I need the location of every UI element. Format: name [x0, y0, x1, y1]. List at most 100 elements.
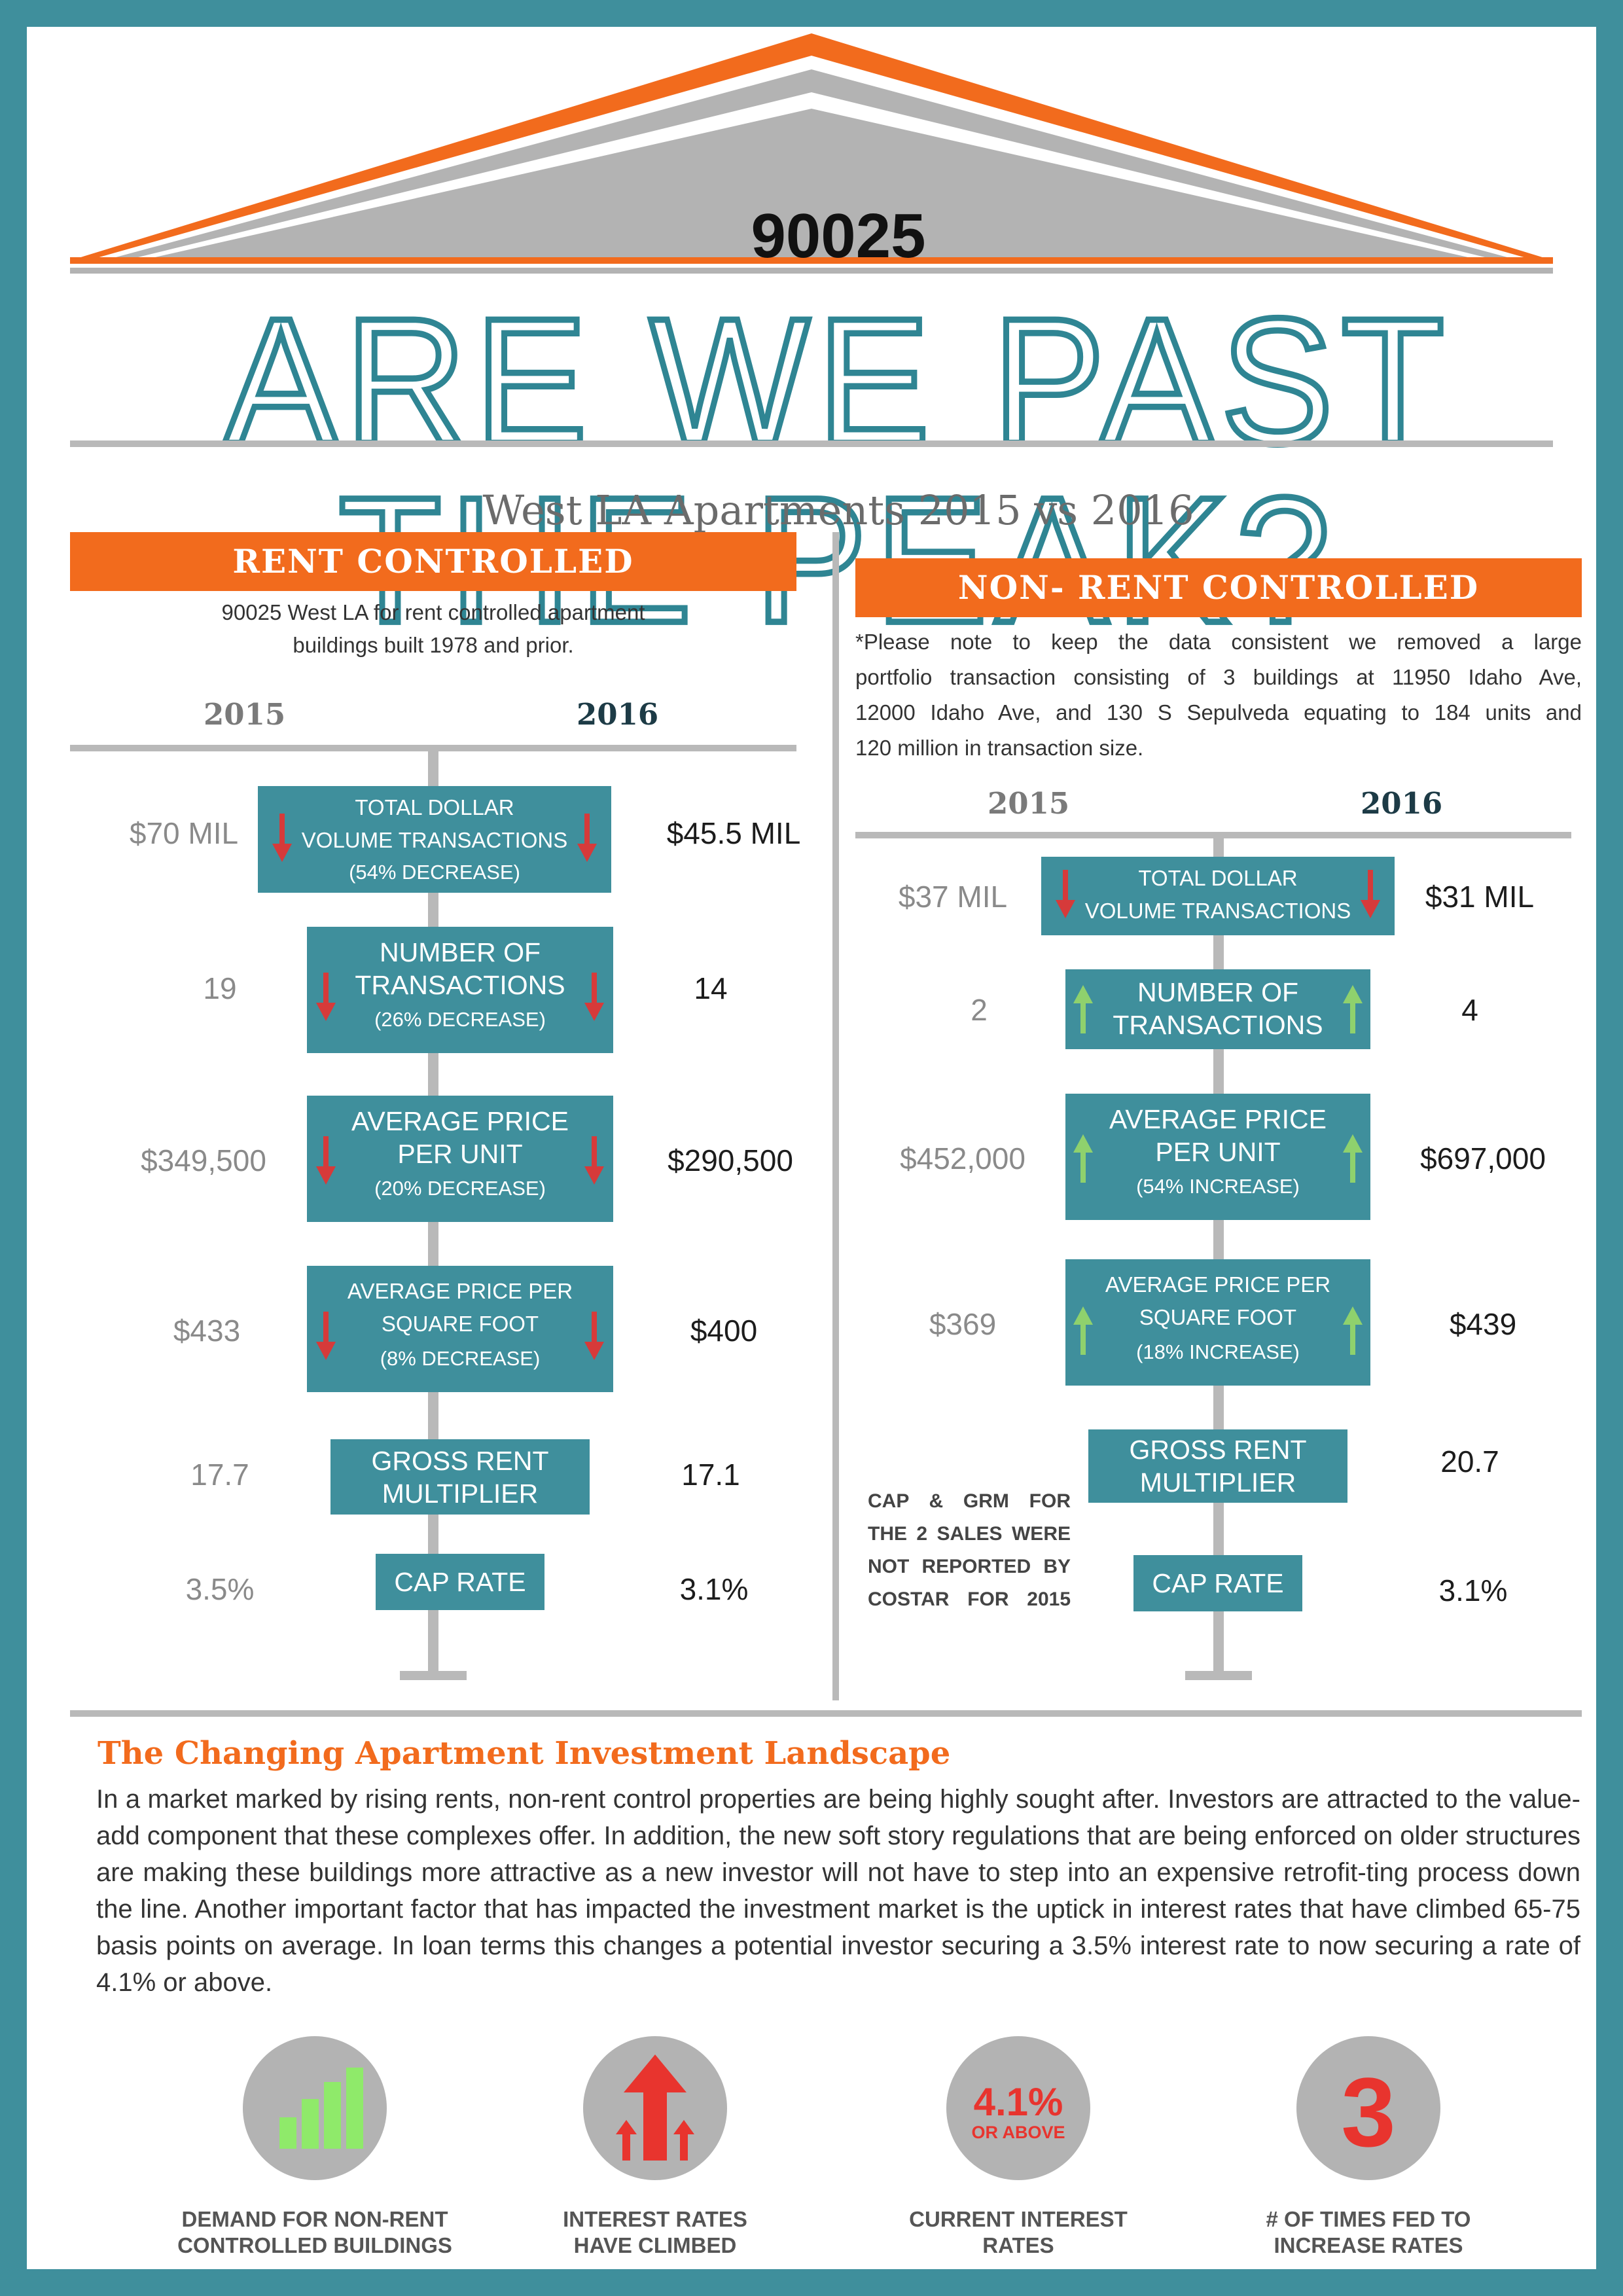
nrc-value-2015: 2 [971, 993, 988, 1027]
down-arrow-icon [584, 973, 604, 1021]
rc-value-2016: $290,500 [668, 1143, 793, 1177]
nrc-year-2016: 2016 [1361, 786, 1443, 821]
rc-value-2015: $349,500 [141, 1143, 266, 1177]
down-arrow-icon [316, 1312, 336, 1360]
icon-caption: CURRENT INTEREST RATES [909, 2207, 1128, 2257]
up-arrow-icon [1073, 1134, 1093, 1183]
box-label-line2: MULTIPLIER [382, 1479, 539, 1509]
nrc-cap-rate-box: CAP RATE [1133, 1555, 1302, 1611]
up-arrow-icon [1073, 1306, 1093, 1355]
column-divider [832, 532, 839, 1700]
box-label-line1: NUMBER OF [1137, 977, 1298, 1007]
nrc-year-2015: 2015 [988, 786, 1070, 821]
rc-value-2015: $70 MIL [129, 816, 239, 850]
box-label-line2: SQUARE FOOT [381, 1312, 539, 1336]
box-label-line2: PER UNIT [397, 1139, 523, 1169]
nrc-value-2016: $439 [1449, 1307, 1517, 1341]
icon-caption: INTEREST RATES HAVE CLIMBED [563, 2207, 747, 2257]
number-icon: 3 [1296, 2036, 1440, 2180]
up-arrow-icon [1343, 985, 1363, 1033]
rc-value-2015: 17.7 [190, 1458, 249, 1492]
rent-controlled-banner: RENT CONTROLLED [70, 532, 796, 591]
portfolio-note: *Please note to keep the data consistent… [855, 630, 1582, 760]
nrc-number-of-transactions-box: NUMBER OF TRANSACTIONS [1065, 969, 1370, 1049]
rc-cap-rate-box: CAP RATE [376, 1554, 544, 1610]
bar-chart-glyph [279, 2068, 363, 2149]
box-label-line2: MULTIPLIER [1139, 1467, 1296, 1498]
nrc-stem-foot [1185, 1671, 1252, 1680]
section-divider [70, 1710, 1582, 1717]
rate-small: OR ABOVE [971, 2123, 1065, 2142]
icon-caption: # OF TIMES FED TO INCREASE RATES [1266, 2207, 1471, 2257]
nrc-average-price-per-unit-box: AVERAGE PRICE PER UNIT (54% INCREASE) [1065, 1094, 1370, 1220]
rc-total-dollar-volume-box: TOTAL DOLLAR VOLUME TRANSACTIONS (54% DE… [258, 786, 611, 893]
up-arrow-icon [1073, 985, 1093, 1033]
rate-big: 4.1% [973, 2080, 1063, 2124]
box-percent-note: (20% DECREASE) [374, 1177, 546, 1200]
down-arrow-icon [1361, 870, 1380, 918]
rc-value-2016: 17.1 [681, 1458, 740, 1492]
rc-average-price-per-unit-box: AVERAGE PRICE PER UNIT (20% DECREASE) [307, 1096, 613, 1222]
down-arrow-icon [584, 1312, 604, 1360]
box-label-line2: PER UNIT [1155, 1137, 1281, 1167]
landscape-body: In a market marked by rising rents, non-… [96, 1785, 1580, 1997]
box-percent-note: (54% DECREASE) [349, 861, 520, 884]
nrc-value-2016: 3.1% [1438, 1573, 1508, 1607]
down-arrow-icon [272, 814, 292, 862]
rent-controlled-intro: 90025 West LA for rent controlled apartm… [221, 600, 645, 657]
rc-value-2016: $45.5 MIL [666, 816, 801, 850]
nrc-total-dollar-volume-box: TOTAL DOLLAR VOLUME TRANSACTIONS [1041, 857, 1395, 935]
rc-number-of-transactions-box: NUMBER OF TRANSACTIONS (26% DECREASE) [307, 927, 613, 1053]
box-label-line2: TRANSACTIONS [355, 970, 565, 1000]
fed-count: 3 [1341, 2057, 1396, 2167]
box-label-line1: TOTAL DOLLAR [1138, 866, 1298, 890]
nrc-average-price-per-sqft-box: AVERAGE PRICE PER SQUARE FOOT (18% INCRE… [1065, 1259, 1370, 1386]
down-arrow-icon [584, 1136, 604, 1185]
box-percent-note: (26% DECREASE) [374, 1008, 546, 1031]
box-label-line2: SQUARE FOOT [1139, 1305, 1297, 1329]
box-percent-note: (8% DECREASE) [380, 1347, 541, 1370]
costar-note: CAP & GRM FOR THE 2 SALES WERE NOT REPOR… [868, 1490, 1071, 1610]
down-arrow-icon [1056, 870, 1075, 918]
rc-average-price-per-sqft-box: AVERAGE PRICE PER SQUARE FOOT (8% DECREA… [307, 1266, 613, 1392]
section-title: The Changing Apartment Investment Landsc… [98, 1735, 951, 1772]
box-label-line2: TRANSACTIONS [1113, 1010, 1323, 1040]
box-label-line1: GROSS RENT [1129, 1435, 1307, 1465]
rc-value-2015: 19 [203, 971, 237, 1005]
box-label-line1: AVERAGE PRICE PER [1105, 1272, 1331, 1297]
box-label-line1: CAP RATE [1152, 1568, 1284, 1598]
box-label-line1: GROSS RENT [371, 1446, 549, 1476]
nrc-value-2016: $31 MIL [1425, 880, 1535, 914]
nrc-value-2016: $697,000 [1420, 1141, 1546, 1175]
rc-value-2016: $400 [690, 1314, 758, 1348]
subtitle: West LA Apartments 2015 vs 2016 [482, 486, 1194, 534]
headline-divider [70, 440, 1553, 447]
down-arrow-icon [316, 973, 336, 1021]
down-arrow-icon [316, 1136, 336, 1185]
up-arrows-icon [583, 2036, 727, 2180]
rc-value-2016: 3.1% [679, 1572, 749, 1606]
box-label-line1: CAP RATE [394, 1567, 526, 1597]
up-arrows-glyph [616, 2054, 694, 2161]
icon-caption: DEMAND FOR NON-RENT CONTROLLED BUILDINGS [177, 2207, 452, 2257]
rc-gross-rent-multiplier-box: GROSS RENT MULTIPLIER [330, 1439, 590, 1515]
nrc-year-divider [855, 832, 1571, 838]
box-percent-note: (18% INCREASE) [1136, 1340, 1300, 1363]
box-label-line1: AVERAGE PRICE [1109, 1104, 1327, 1134]
box-label-line1: TOTAL DOLLAR [355, 795, 514, 819]
rate-icon: 4.1% OR ABOVE [946, 2036, 1090, 2180]
rc-year-2015: 2015 [204, 697, 286, 732]
rc-year-2016: 2016 [577, 697, 659, 732]
rc-value-2016: 14 [694, 971, 728, 1005]
up-arrow-icon [1343, 1306, 1363, 1355]
nrc-value-2015: $37 MIL [898, 880, 1008, 914]
rc-value-2015: 3.5% [185, 1572, 255, 1606]
rc-stem-foot [400, 1671, 467, 1680]
box-label-line1: AVERAGE PRICE [351, 1106, 569, 1136]
non-rent-controlled-banner: NON- RENT CONTROLLED [855, 558, 1582, 617]
down-arrow-icon [577, 814, 597, 862]
nrc-gross-rent-multiplier-box: GROSS RENT MULTIPLIER [1088, 1429, 1347, 1503]
box-label-line2: VOLUME TRANSACTIONS [1084, 899, 1351, 923]
nrc-value-2015: $452,000 [900, 1141, 1026, 1175]
